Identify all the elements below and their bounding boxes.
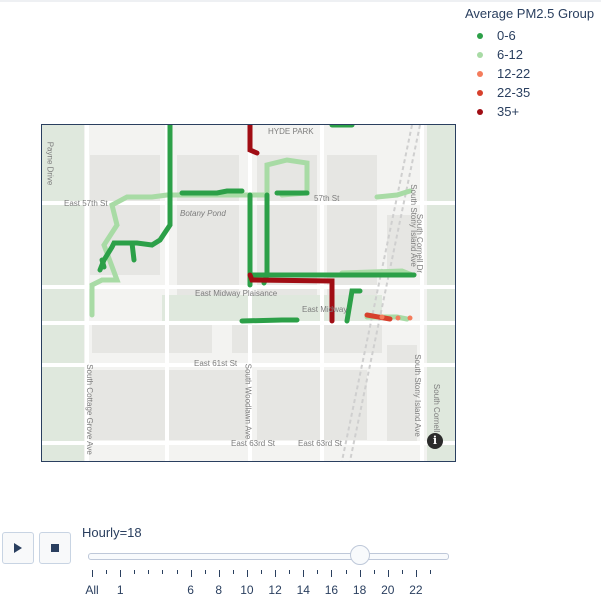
slider-thumb[interactable] <box>349 545 370 565</box>
legend-item[interactable]: 6-12 <box>477 45 601 64</box>
map-label-woodlawn: South Woodlawn Ave <box>243 363 253 440</box>
slider-tick-label[interactable]: 10 <box>240 583 254 597</box>
legend-item[interactable]: 22-35 <box>477 83 601 102</box>
slider-tick <box>415 570 417 577</box>
slider-tick <box>134 570 136 574</box>
legend-marker-icon <box>477 51 483 58</box>
map-label-cornell-a: South Cornell Dr <box>415 213 425 274</box>
map-label-57th: 57th St <box>314 194 340 203</box>
slider-tick <box>345 570 347 574</box>
slider-tick <box>92 570 93 577</box>
top-border <box>0 0 601 2</box>
play-icon <box>14 543 22 553</box>
slider-tick <box>190 570 192 577</box>
slider-tick <box>275 570 277 577</box>
slider-prefix: Hourly= <box>82 525 128 540</box>
map-label-east-57th: East 57th St <box>64 199 108 208</box>
legend-marker-icon <box>477 70 483 77</box>
slider-tick <box>261 570 262 574</box>
slider-tick-label[interactable]: 20 <box>381 583 395 597</box>
legend: Average PM2.5 Group 0-6 6-12 12-22 22-35 35+ <box>460 6 601 121</box>
map-label-midway: East Midway Plaisance <box>195 289 278 298</box>
traces-orange <box>364 312 393 322</box>
map-label-east-63rd-a: East 63rd St <box>231 439 276 448</box>
legend-marker-icon <box>477 32 483 39</box>
slider-tick <box>204 570 206 574</box>
legend-item[interactable]: 0-6 <box>477 26 601 45</box>
slider-tick <box>106 570 108 574</box>
map-canvas[interactable] <box>42 125 455 461</box>
legend-label: 0-6 <box>497 28 516 43</box>
slider-tick <box>289 570 291 574</box>
legend-title: Average PM2.5 Group <box>465 6 595 21</box>
map-label-stony-b: South Stony Island Ave <box>412 354 422 437</box>
slider-ticks: All 1 6 8 10 12 14 16 18 20 22 <box>0 570 601 600</box>
slider-tick <box>317 570 319 574</box>
slider-tick-label[interactable]: 16 <box>324 583 339 597</box>
slider-tick-label[interactable]: 22 <box>409 583 423 597</box>
slider-tick <box>162 570 164 574</box>
stop-icon <box>51 544 59 552</box>
legend-label: 12-22 <box>497 66 531 81</box>
map-label-botany-pond: Botany Pond <box>180 209 226 218</box>
map-label-hyde-park: HYDE PARK <box>268 127 314 136</box>
city-blocks <box>90 155 417 445</box>
legend-item[interactable]: 35+ <box>477 102 601 121</box>
slider-tick <box>430 570 431 574</box>
railway <box>341 125 421 461</box>
slider-current-value: Hourly=18 <box>82 525 142 540</box>
map-plot[interactable]: HYDE PARK East 57th St 57th St Botany Po… <box>41 124 456 462</box>
map-label-east-61st: East 61st St <box>194 359 238 368</box>
slider-tick <box>218 570 220 577</box>
slider-tick-label[interactable]: 14 <box>296 583 310 597</box>
slider-tick-label[interactable]: 18 <box>352 583 367 597</box>
legend-label: 6-12 <box>497 47 524 62</box>
map-label-cottage: South Cottage Grove Ave <box>84 364 94 455</box>
slider-tick-label[interactable]: 8 <box>215 583 223 597</box>
slider-tick-label[interactable]: 1 <box>116 583 124 597</box>
legend-label: 22-35 <box>497 85 531 100</box>
map-label-east-63rd-b: East 63rd St <box>298 439 343 448</box>
traces-red <box>247 125 335 324</box>
slider-tick <box>359 570 361 577</box>
slider-tick <box>120 570 122 577</box>
map-label-payne: Payne Drive <box>45 141 55 186</box>
play-button[interactable] <box>2 532 34 564</box>
traces-salmon <box>379 314 413 321</box>
legend-item[interactable]: 12-22 <box>477 64 601 83</box>
slider-value: 18 <box>127 525 142 540</box>
slider-tick-label[interactable]: All <box>85 583 99 597</box>
info-icon[interactable]: i <box>427 433 443 449</box>
legend-items: 0-6 6-12 12-22 22-35 35+ <box>460 26 601 121</box>
slider-tick-label[interactable]: 12 <box>268 583 282 597</box>
stop-button[interactable] <box>39 532 71 564</box>
slider-tick <box>387 570 389 577</box>
legend-marker-icon <box>477 108 483 115</box>
slider-tick <box>401 570 403 574</box>
slider-tick <box>148 570 150 574</box>
slider-tick <box>232 570 234 574</box>
slider-rail[interactable] <box>88 553 449 560</box>
slider-tick-label[interactable]: 6 <box>187 583 194 597</box>
slider-tick <box>246 570 248 577</box>
slider-tick <box>373 570 375 574</box>
legend-marker-icon <box>477 89 483 96</box>
slider-tick <box>303 570 305 577</box>
map-label-midway-b: East Midway <box>302 305 348 314</box>
slider-tick <box>176 570 178 574</box>
slider-tick <box>331 570 333 577</box>
legend-label: 35+ <box>497 104 520 119</box>
